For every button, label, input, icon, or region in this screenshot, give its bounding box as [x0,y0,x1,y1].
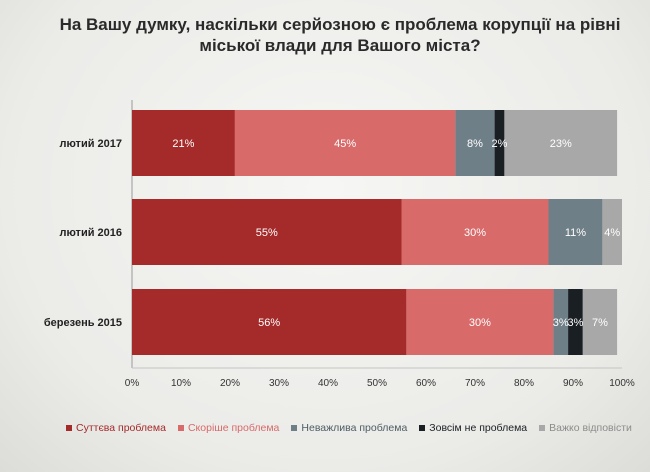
bar-segment [504,110,618,176]
chart-title: На Вашу думку, наскільки серйозною є про… [40,14,640,56]
bar-segment [132,110,235,176]
legend-swatch [177,425,184,431]
title-line-1: На Вашу думку, наскільки серйозною є про… [59,15,621,34]
x-tick-label: 60% [416,378,436,389]
legend-label: Скоріше проблема [187,422,280,434]
x-tick-label: 30% [269,378,289,389]
legend-label: Неважлива проблема [301,422,408,434]
x-tick-label: 80% [514,378,534,389]
bar-segment [234,110,456,176]
title-line-2: міської влади для Вашого міста? [199,36,481,55]
bar-segment [401,199,549,265]
data-label: 30% [464,227,486,239]
legend-swatch [539,425,546,431]
data-label: 23% [550,138,572,150]
x-tick-label: 50% [367,378,387,389]
bar-segment [406,289,554,355]
x-tick-label: 20% [220,378,240,389]
data-label: 30% [469,317,491,329]
x-tick-label: 70% [465,378,485,389]
chart-legend: Суттєва проблема Скоріше проблема Неважлив… [66,422,646,434]
bar-segment [455,110,495,176]
data-label: 11% [565,227,586,239]
legend-item: Зовсім не проблема [419,422,527,434]
bar-segment [132,199,402,265]
data-label: 3% [553,317,569,329]
data-label: 8% [467,138,483,150]
bar-segment [494,110,505,176]
legend-label: Важко відповісти [549,422,632,434]
bar-segment [582,289,618,355]
data-label: 55% [256,227,278,239]
legend-label: Суттєва проблема [76,422,166,434]
x-tick-label: 100% [609,378,635,389]
category-label: лютий 2017 [59,138,122,150]
legend-swatch [66,425,72,431]
legend-label: Зовсім не проблема [429,422,528,434]
data-label: 7% [592,317,608,329]
legend-swatch [291,425,298,431]
category-label: березень 2015 [44,317,122,329]
bar-segment [132,289,407,355]
legend-item: Неважлива проблема [291,422,407,434]
bar-segment [602,199,622,265]
x-tick-label: 0% [125,378,140,389]
x-tick-label: 40% [318,378,338,389]
data-label: 56% [258,317,280,329]
legend-item: Скоріше проблема [177,422,280,434]
bar-segment [548,199,603,265]
legend-item: Суттєва проблема [66,422,166,434]
bar-segment [568,289,583,355]
data-label: 21% [172,138,194,150]
legend-item: Важко відповісти [539,422,632,434]
bar-segment [553,289,569,355]
data-label: 3% [567,317,583,329]
data-label: 45% [334,138,356,150]
category-label: лютий 2016 [59,227,122,239]
data-label: 2% [492,138,508,150]
x-tick-label: 90% [563,378,583,389]
x-tick-label: 10% [171,378,191,389]
legend-swatch [419,425,426,431]
data-label: 4% [604,227,620,239]
